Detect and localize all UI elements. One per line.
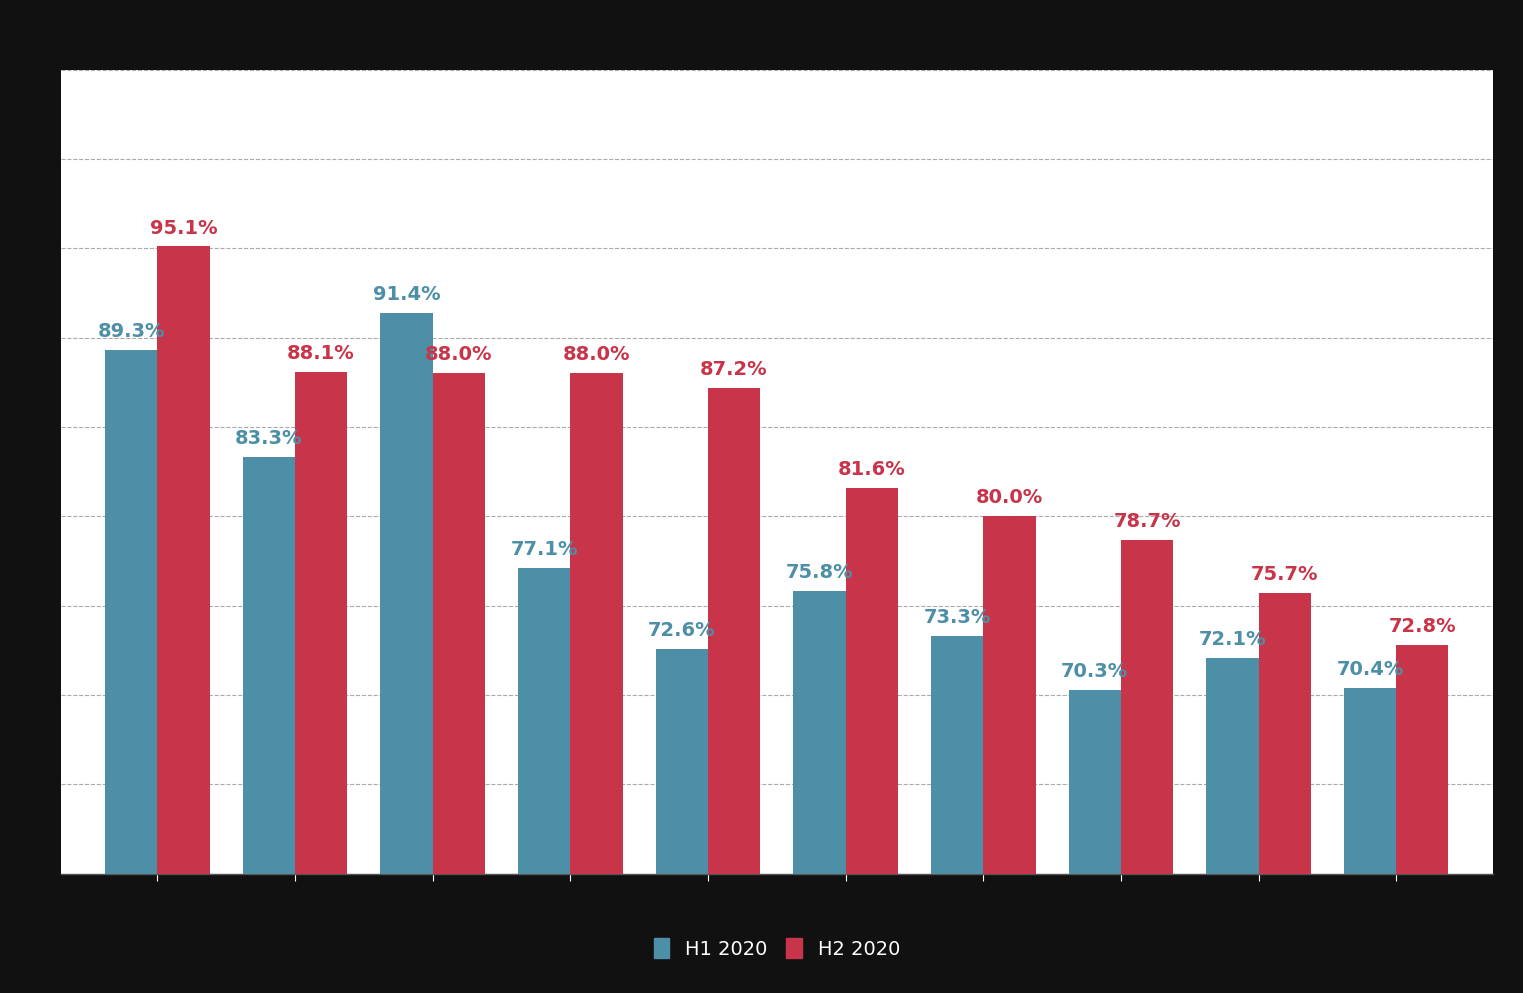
Text: 72.6%: 72.6% — [647, 621, 716, 639]
Bar — [1206, 657, 1258, 993]
Bar — [1397, 645, 1448, 993]
Bar — [1343, 688, 1397, 993]
Text: 81.6%: 81.6% — [838, 460, 906, 479]
Bar — [433, 373, 484, 993]
Text: 83.3%: 83.3% — [235, 429, 303, 449]
Text: 88.0%: 88.0% — [425, 346, 492, 364]
Bar — [1069, 690, 1121, 993]
Text: 80.0%: 80.0% — [976, 489, 1043, 507]
Bar — [570, 373, 623, 993]
Text: 72.1%: 72.1% — [1199, 630, 1266, 648]
Bar — [295, 371, 347, 993]
Bar — [381, 313, 433, 993]
Bar — [1258, 593, 1311, 993]
Text: 70.3%: 70.3% — [1062, 661, 1129, 681]
Bar — [655, 648, 708, 993]
Text: 88.0%: 88.0% — [562, 346, 631, 364]
Legend: H1 2020, H2 2020: H1 2020, H2 2020 — [644, 928, 909, 969]
Text: 78.7%: 78.7% — [1113, 511, 1180, 530]
Text: 91.4%: 91.4% — [373, 285, 440, 304]
Bar — [931, 637, 984, 993]
Bar — [845, 488, 899, 993]
Text: 75.7%: 75.7% — [1250, 565, 1319, 584]
Text: 89.3%: 89.3% — [97, 322, 164, 342]
Text: 87.2%: 87.2% — [701, 359, 768, 378]
Text: 88.1%: 88.1% — [288, 344, 355, 362]
Bar — [518, 568, 570, 993]
Text: 95.1%: 95.1% — [149, 218, 218, 237]
Text: 77.1%: 77.1% — [510, 540, 577, 559]
Text: 70.4%: 70.4% — [1336, 660, 1404, 679]
Text: 75.8%: 75.8% — [786, 563, 853, 583]
Bar — [242, 458, 295, 993]
Text: 72.8%: 72.8% — [1389, 617, 1456, 637]
Text: 73.3%: 73.3% — [923, 608, 991, 628]
Bar — [157, 246, 210, 993]
Bar — [1121, 539, 1173, 993]
Bar — [708, 387, 760, 993]
Bar — [105, 351, 157, 993]
Bar — [793, 592, 845, 993]
Bar — [984, 516, 1036, 993]
